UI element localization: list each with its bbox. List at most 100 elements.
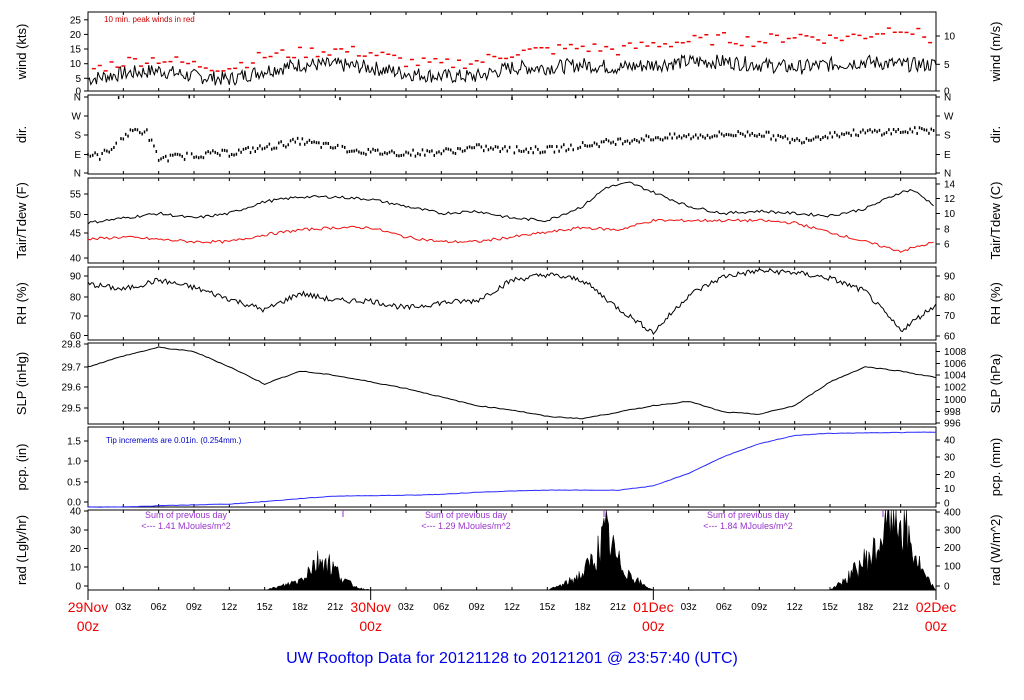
hour-label: 03z <box>115 602 131 613</box>
tick-label-left-rh: 80 <box>70 293 82 304</box>
tick-label-right-rad: 100 <box>944 562 961 573</box>
hour-label: 18z <box>575 602 591 613</box>
tick-label-right-temp: 12 <box>944 194 956 205</box>
tick-label-right-dir: S <box>944 131 951 142</box>
panel-frame-temp <box>87 177 937 264</box>
hour-label: 06z <box>716 602 732 613</box>
tick-label-right-wind: 10 <box>944 32 956 43</box>
tick-label-left-wind: 25 <box>70 15 82 26</box>
ylabel-right-dir: dir. <box>988 126 1003 143</box>
tick-label-left-dir: E <box>74 150 81 161</box>
hour-label: 18z <box>292 602 308 613</box>
ylabel-right-slp: SLP (hPa) <box>988 354 1003 414</box>
tick-label-left-rad: 30 <box>70 526 82 537</box>
tick-label-left-wind: 20 <box>70 30 82 41</box>
ylabel-left-temp: Tair/Tdew (F) <box>14 182 29 259</box>
tick-label-right-rh: 80 <box>944 293 956 304</box>
hour-label: 06z <box>433 602 449 613</box>
hour-label: 06z <box>151 602 167 613</box>
tick-label-left-temp: 55 <box>70 190 82 201</box>
tick-label-left-wind: 10 <box>70 59 82 70</box>
ylabel-left-dir: dir. <box>14 126 29 143</box>
tick-label-left-rh: 70 <box>70 312 82 323</box>
ylabel-right-wind: wind (m/s) <box>988 22 1003 83</box>
tick-label-left-rad: 0 <box>75 582 81 593</box>
tick-label-right-wind: 0 <box>944 87 950 98</box>
tick-label-left-rad: 10 <box>70 563 82 574</box>
tick-label-right-slp: 998 <box>944 407 961 418</box>
tick-label-right-temp: 8 <box>944 225 950 236</box>
tick-label-right-temp: 10 <box>944 209 956 220</box>
ylabel-left-rad: rad (Lgly/hr) <box>14 515 29 585</box>
tick-label-right-pcp: 20 <box>944 470 956 481</box>
tick-label-right-slp: 1006 <box>944 359 967 370</box>
ylabel-left-wind: wind (kts) <box>14 24 29 81</box>
radiation-note-sum: <--- 1.41 MJoules/m^2 <box>141 521 231 531</box>
tick-label-left-slp: 29.5 <box>62 404 82 415</box>
wind-speed-line <box>87 53 937 86</box>
ylabel-right-rad: rad (W/m^2) <box>988 514 1003 585</box>
footer-title: UW Rooftop Data for 20121128 to 20121201… <box>286 650 738 667</box>
panel-frame-rh <box>87 266 937 341</box>
pressure-line <box>87 346 937 420</box>
tick-label-right-pcp: 40 <box>944 436 956 447</box>
ylabel-right-rh: RH (%) <box>988 282 1003 325</box>
day-hour-label: 00z <box>359 618 382 634</box>
ylabel-left-pcp: pcp. (in) <box>14 444 29 491</box>
tick-label-right-rad: 300 <box>944 526 961 537</box>
tick-label-left-pcp: 1.0 <box>67 457 81 468</box>
tick-label-right-dir: N <box>944 169 951 180</box>
radiation-note-title: Sum of previous day <box>707 510 790 520</box>
peak-wind-markers <box>91 27 933 72</box>
tick-label-left-pcp: 0.0 <box>67 498 81 509</box>
day-hour-label: 00z <box>77 618 100 634</box>
tick-label-right-pcp: 0 <box>944 499 950 510</box>
dew-point-line <box>87 218 934 253</box>
tick-label-right-dir: N <box>944 93 951 104</box>
tick-label-left-wind: 0 <box>75 87 81 98</box>
hour-label: 12z <box>221 602 237 613</box>
ylabel-left-slp: SLP (inHg) <box>14 352 29 415</box>
radiation-area <box>88 509 937 591</box>
tick-label-left-rh: 90 <box>70 272 82 283</box>
radiation-note-title: Sum of previous day <box>425 510 508 520</box>
tick-label-right-pcp: 10 <box>944 484 956 495</box>
tick-label-right-slp: 1008 <box>944 347 967 358</box>
hour-label: 09z <box>751 602 767 613</box>
tick-label-right-pcp: 30 <box>944 453 956 464</box>
hour-label: 12z <box>504 602 520 613</box>
tick-label-left-dir: S <box>74 131 81 142</box>
ylabel-right-temp: Tair/Tdew (C) <box>988 181 1003 259</box>
radiation-note-sum: <--- 1.84 MJoules/m^2 <box>703 521 793 531</box>
tick-label-right-dir: W <box>944 112 954 123</box>
hour-label: 03z <box>398 602 414 613</box>
hour-label: 09z <box>469 602 485 613</box>
tick-label-right-wind: 5 <box>944 60 950 71</box>
tick-label-left-slp: 29.6 <box>62 383 82 394</box>
tick-label-left-wind: 15 <box>70 45 82 56</box>
relative-humidity-line <box>87 267 937 336</box>
wind-note: 10 min. peak winds in red <box>104 15 195 24</box>
tick-label-left-wind: 5 <box>75 74 81 85</box>
day-hour-label: 00z <box>925 618 948 634</box>
tick-label-left-temp: 50 <box>70 210 82 221</box>
precip-note: Tip increments are 0.01in. (0.254mm.) <box>106 436 242 445</box>
tick-label-right-slp: 1000 <box>944 395 967 406</box>
panel-frame-dir <box>87 94 937 175</box>
hour-label: 12z <box>787 602 803 613</box>
ylabel-right-pcp: pcp. (mm) <box>988 438 1003 497</box>
tick-label-right-temp: 6 <box>944 240 950 251</box>
wind-direction-marks <box>87 95 935 163</box>
tick-label-left-pcp: 0.5 <box>67 478 81 489</box>
precip-line <box>88 431 936 508</box>
hour-label: 21z <box>610 602 626 613</box>
panel-frame-slp <box>87 342 937 425</box>
day-label: 01Dec <box>633 599 673 615</box>
tick-label-right-slp: 1002 <box>944 383 967 394</box>
tick-label-left-dir: W <box>72 112 82 123</box>
day-label: 29Nov <box>68 599 108 615</box>
tick-label-right-dir: E <box>944 150 951 161</box>
tick-label-right-rad: 200 <box>944 543 961 554</box>
air-temperature-line <box>87 181 934 225</box>
ylabel-left-rh: RH (%) <box>14 282 29 325</box>
